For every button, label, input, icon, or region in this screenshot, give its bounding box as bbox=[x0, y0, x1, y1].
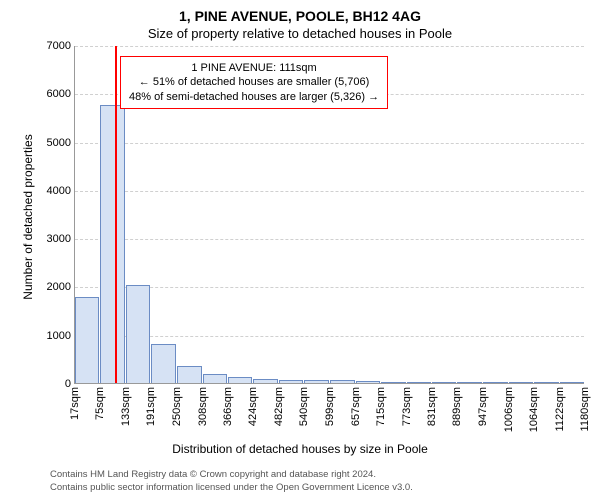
x-tick-label: 540sqm bbox=[298, 387, 310, 426]
x-tick-label: 947sqm bbox=[477, 387, 489, 426]
gridline bbox=[75, 287, 584, 288]
footer-line1: Contains HM Land Registry data © Crown c… bbox=[50, 469, 413, 481]
x-tick-label: 250sqm bbox=[171, 387, 183, 426]
x-tick-label: 191sqm bbox=[145, 387, 157, 426]
y-tick-label: 6000 bbox=[47, 88, 71, 100]
annotation-box: 1 PINE AVENUE: 111sqm ← 51% of detached … bbox=[120, 56, 388, 109]
histogram-bar bbox=[203, 374, 227, 383]
x-tick-label: 715sqm bbox=[375, 387, 387, 426]
reference-line bbox=[115, 46, 117, 383]
annotation-line2: ← 51% of detached houses are smaller (5,… bbox=[129, 75, 379, 89]
chart-container: 1, PINE AVENUE, POOLE, BH12 4AG Size of … bbox=[0, 0, 600, 500]
x-tick-label: 831sqm bbox=[426, 387, 438, 426]
y-tick-label: 1000 bbox=[47, 330, 71, 342]
histogram-bar bbox=[356, 381, 380, 383]
histogram-bar bbox=[126, 285, 150, 383]
histogram-bar bbox=[279, 380, 303, 383]
chart-title-sub: Size of property relative to detached ho… bbox=[0, 26, 600, 41]
gridline bbox=[75, 46, 584, 47]
x-tick-label: 657sqm bbox=[350, 387, 362, 426]
histogram-bar bbox=[509, 382, 533, 383]
x-tick-label: 1122sqm bbox=[554, 387, 566, 431]
x-tick-label: 889sqm bbox=[451, 387, 463, 426]
y-tick-label: 3000 bbox=[47, 233, 71, 245]
histogram-bar bbox=[407, 382, 431, 383]
x-tick-label: 75sqm bbox=[94, 387, 106, 420]
histogram-bar bbox=[432, 382, 456, 383]
annotation-line3: 48% of semi-detached houses are larger (… bbox=[129, 90, 379, 104]
histogram-bar bbox=[457, 382, 481, 383]
y-tick-label: 4000 bbox=[47, 185, 71, 197]
histogram-bar bbox=[100, 105, 124, 383]
x-tick-label: 1180sqm bbox=[579, 387, 591, 431]
gridline bbox=[75, 336, 584, 337]
x-axis-label: Distribution of detached houses by size … bbox=[0, 442, 600, 456]
histogram-bar bbox=[177, 366, 201, 383]
x-tick-label: 424sqm bbox=[247, 387, 259, 426]
footer-attribution: Contains HM Land Registry data © Crown c… bbox=[50, 469, 413, 494]
histogram-bar bbox=[330, 380, 354, 383]
x-tick-label: 482sqm bbox=[273, 387, 285, 426]
gridline bbox=[75, 191, 584, 192]
footer-line2: Contains public sector information licen… bbox=[50, 482, 413, 494]
gridline bbox=[75, 239, 584, 240]
x-tick-label: 133sqm bbox=[120, 387, 132, 426]
histogram-bar bbox=[381, 382, 405, 383]
histogram-bar bbox=[75, 297, 99, 383]
y-axis-label: Number of detached properties bbox=[21, 117, 35, 317]
x-tick-label: 17sqm bbox=[69, 387, 81, 420]
histogram-bar bbox=[560, 382, 584, 383]
y-tick-label: 7000 bbox=[47, 40, 71, 52]
x-tick-label: 599sqm bbox=[324, 387, 336, 426]
x-tick-label: 1064sqm bbox=[528, 387, 540, 432]
x-tick-label: 1006sqm bbox=[503, 387, 515, 432]
x-tick-label: 773sqm bbox=[401, 387, 413, 426]
histogram-bar bbox=[483, 382, 508, 383]
histogram-bar bbox=[253, 379, 277, 383]
annotation-line1: 1 PINE AVENUE: 111sqm bbox=[129, 61, 379, 75]
histogram-bar bbox=[304, 380, 329, 383]
y-tick-label: 2000 bbox=[47, 281, 71, 293]
histogram-bar bbox=[151, 344, 176, 383]
gridline bbox=[75, 143, 584, 144]
histogram-bar bbox=[534, 382, 558, 383]
x-tick-label: 308sqm bbox=[197, 387, 209, 426]
y-tick-label: 5000 bbox=[47, 137, 71, 149]
histogram-bar bbox=[228, 377, 252, 383]
x-tick-label: 366sqm bbox=[222, 387, 234, 426]
chart-title-main: 1, PINE AVENUE, POOLE, BH12 4AG bbox=[0, 8, 600, 24]
